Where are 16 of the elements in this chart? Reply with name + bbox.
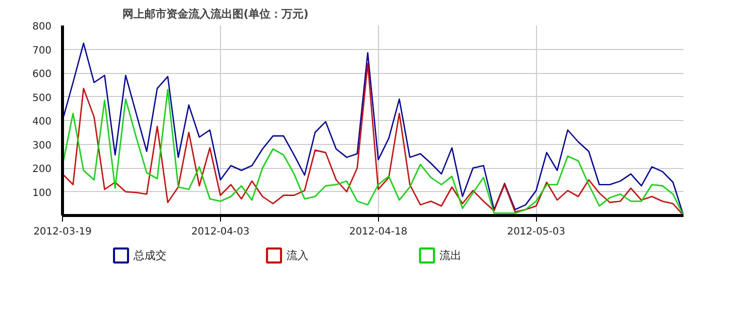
y-tick-label: 300	[32, 140, 52, 152]
legend-label: 流出	[440, 249, 462, 262]
y-tick-label: 600	[32, 69, 52, 80]
y-tick-label: 200	[32, 164, 52, 175]
y-tick-label: 800	[32, 22, 52, 32]
y-tick-label: 100	[32, 188, 52, 199]
legend-label: 流入	[286, 249, 309, 262]
x-tick-label: 2012-04-18	[349, 226, 408, 238]
x-tick-label: 2012-04-03	[191, 226, 250, 238]
chart-title: 网上邮市资金流入流出图(单位：万元)	[122, 8, 309, 20]
y-tick-label: 400	[32, 116, 52, 128]
x-tick-label: 2012-03-19	[33, 226, 92, 238]
y-tick-label: 700	[32, 45, 52, 56]
y-tick-label: 500	[32, 92, 52, 104]
x-tick-label: 2012-05-03	[507, 226, 566, 238]
legend-label: 总成交	[132, 249, 167, 262]
